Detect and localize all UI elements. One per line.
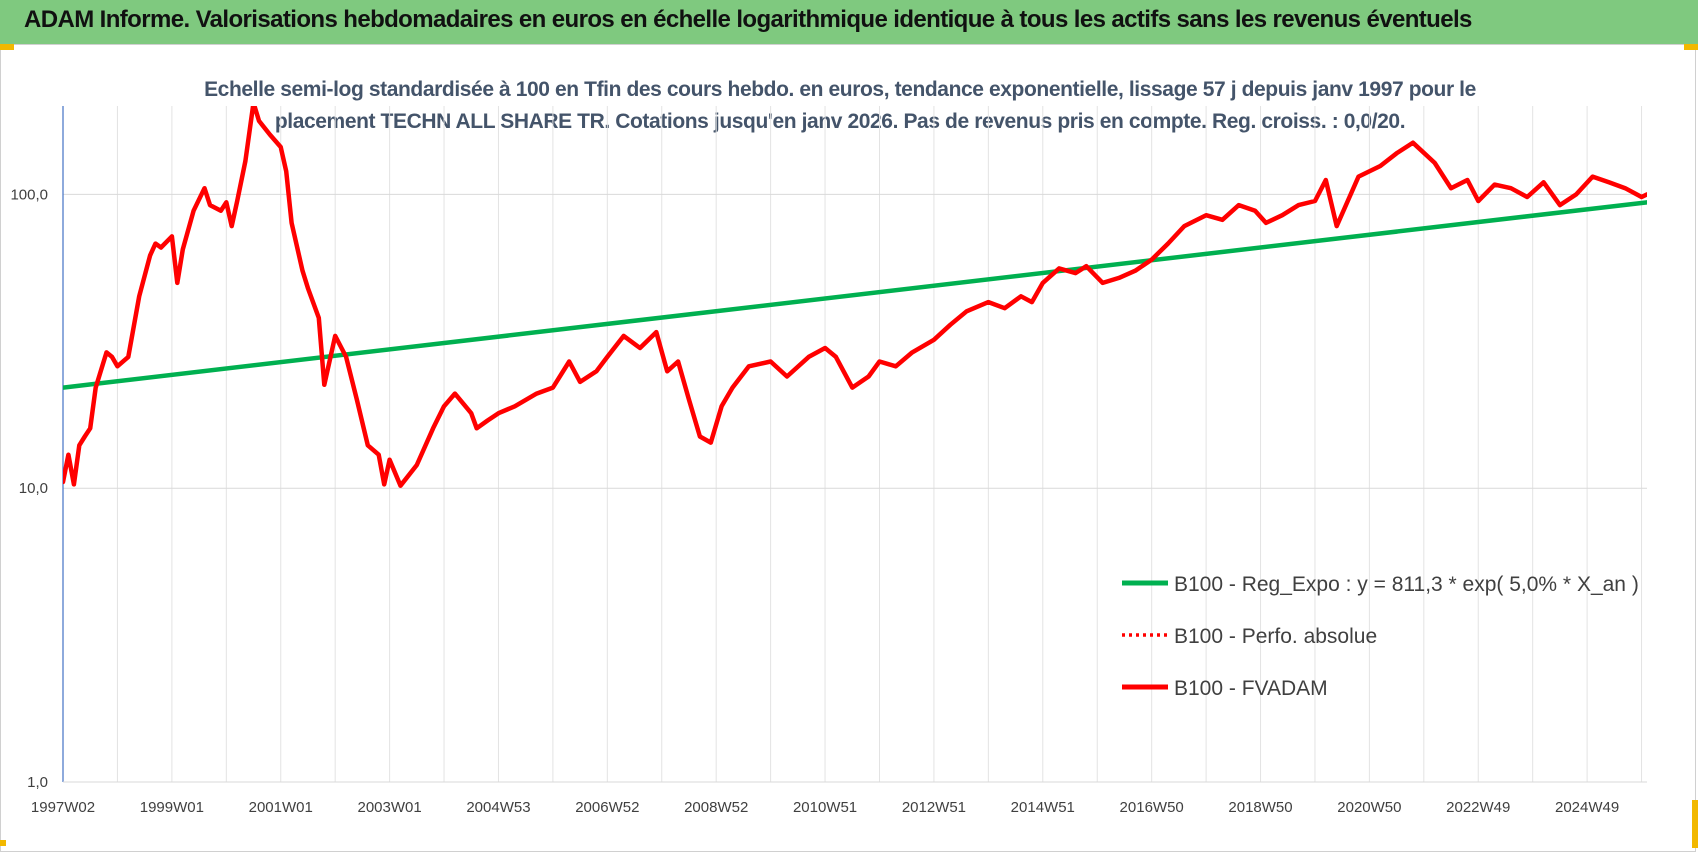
x-tick-label: 2020W50	[1337, 799, 1401, 816]
y-tick-label: 10,0	[19, 480, 48, 497]
report-title: ADAM Informe. Valorisations hebdomadaire…	[24, 6, 1472, 33]
horizontal-gridlines	[63, 193, 1647, 783]
series-lines	[63, 106, 1647, 488]
x-tick-label: 1997W02	[31, 799, 95, 816]
x-axis-tick-labels: 1997W02 1999W01 2001W01 2003W01 2004W53 2006W…	[31, 799, 1619, 816]
y-tick-label: 100,0	[10, 186, 48, 203]
x-tick-label: 2014W51	[1011, 799, 1075, 816]
header-banner: ADAM Informe. Valorisations hebdomadaire…	[0, 0, 1698, 45]
chart-subtitle-line-1: Echelle semi-log standardisée à 100 en T…	[204, 78, 1476, 101]
x-tick-label: 2018W50	[1228, 799, 1292, 816]
legend-label: B100 - FVADAM	[1174, 677, 1328, 700]
x-tick-label: 2004W53	[466, 799, 530, 816]
x-tick-label: 2001W01	[249, 799, 313, 816]
x-tick-label: 2010W51	[793, 799, 857, 816]
x-tick-label: 2016W50	[1120, 799, 1184, 816]
vertical-gridlines	[62, 106, 1643, 782]
legend-label: B100 - Reg_Expo : y = 811,3 * exp( 5,0% …	[1174, 573, 1639, 596]
x-tick-label: 2022W49	[1446, 799, 1510, 816]
corner-mark-top-left	[0, 44, 14, 50]
series-line-2	[63, 106, 1647, 488]
axes	[62, 106, 1647, 783]
x-tick-label: 2012W51	[902, 799, 966, 816]
corner-mark-bottom-right	[1692, 800, 1698, 848]
x-tick-label: 2006W52	[575, 799, 639, 816]
corner-mark-top-right	[1684, 44, 1698, 50]
chart-subtitle: Echelle semi-log standardisée à 100 en T…	[140, 74, 1540, 138]
corner-mark-bottom-left	[0, 840, 6, 846]
x-tick-label: 1999W01	[140, 799, 204, 816]
chart-frame	[0, 44, 1696, 852]
legend-label: B100 - Perfo. absolue	[1174, 625, 1377, 648]
x-tick-label: 2008W52	[684, 799, 748, 816]
chart-legend: B100 - Reg_Expo : y = 811,3 * exp( 5,0% …	[1122, 573, 1639, 700]
x-tick-label: 2024W49	[1555, 799, 1619, 816]
x-tick-label: 2003W01	[357, 799, 421, 816]
series-line-0	[63, 200, 1647, 390]
y-axis-tick-labels: 1,0 10,0 100,0	[10, 186, 48, 791]
y-tick-label: 1,0	[27, 774, 48, 791]
chart-subtitle-line-2: placement TECHN ALL SHARE TR. Cotations …	[274, 110, 1406, 133]
